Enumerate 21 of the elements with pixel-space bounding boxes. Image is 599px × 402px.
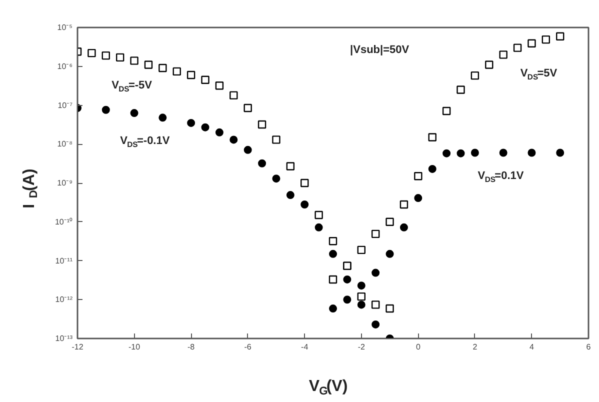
x-tick-label: 2 <box>472 342 478 352</box>
y-tick-label: 10⁻¹³ <box>55 334 73 343</box>
y-tick-label: 10⁻⁹ <box>57 178 73 188</box>
x-tick-label: 4 <box>530 342 534 352</box>
y-tick-label: 10⁻⁷ <box>58 100 73 110</box>
y-tick-label: 10⁻⁵ <box>57 23 73 32</box>
x-tick-label: -6 <box>244 342 252 352</box>
y-axis-title: ID(A) <box>20 168 40 208</box>
y-tick-label: 10⁻¹⁰ <box>54 217 72 226</box>
x-tick-label: 0 <box>416 342 421 352</box>
x-tick-label: -4 <box>301 342 309 352</box>
y-tick-label: 10⁻⁶ <box>57 62 73 71</box>
y-tick-label: 10⁻¹¹ <box>55 256 73 266</box>
x-tick-label: -8 <box>188 342 196 352</box>
annotation: |Vsub|=50V <box>350 44 410 56</box>
x-tick-label: 6 <box>586 342 592 352</box>
y-tick-label: 10⁻¹² <box>55 295 73 304</box>
x-tick-label: -10 <box>128 342 141 352</box>
x-tick-label: -12 <box>72 342 84 352</box>
x-tick-label: -2 <box>358 342 366 352</box>
y-tick-label: 10⁻⁸ <box>57 140 73 149</box>
